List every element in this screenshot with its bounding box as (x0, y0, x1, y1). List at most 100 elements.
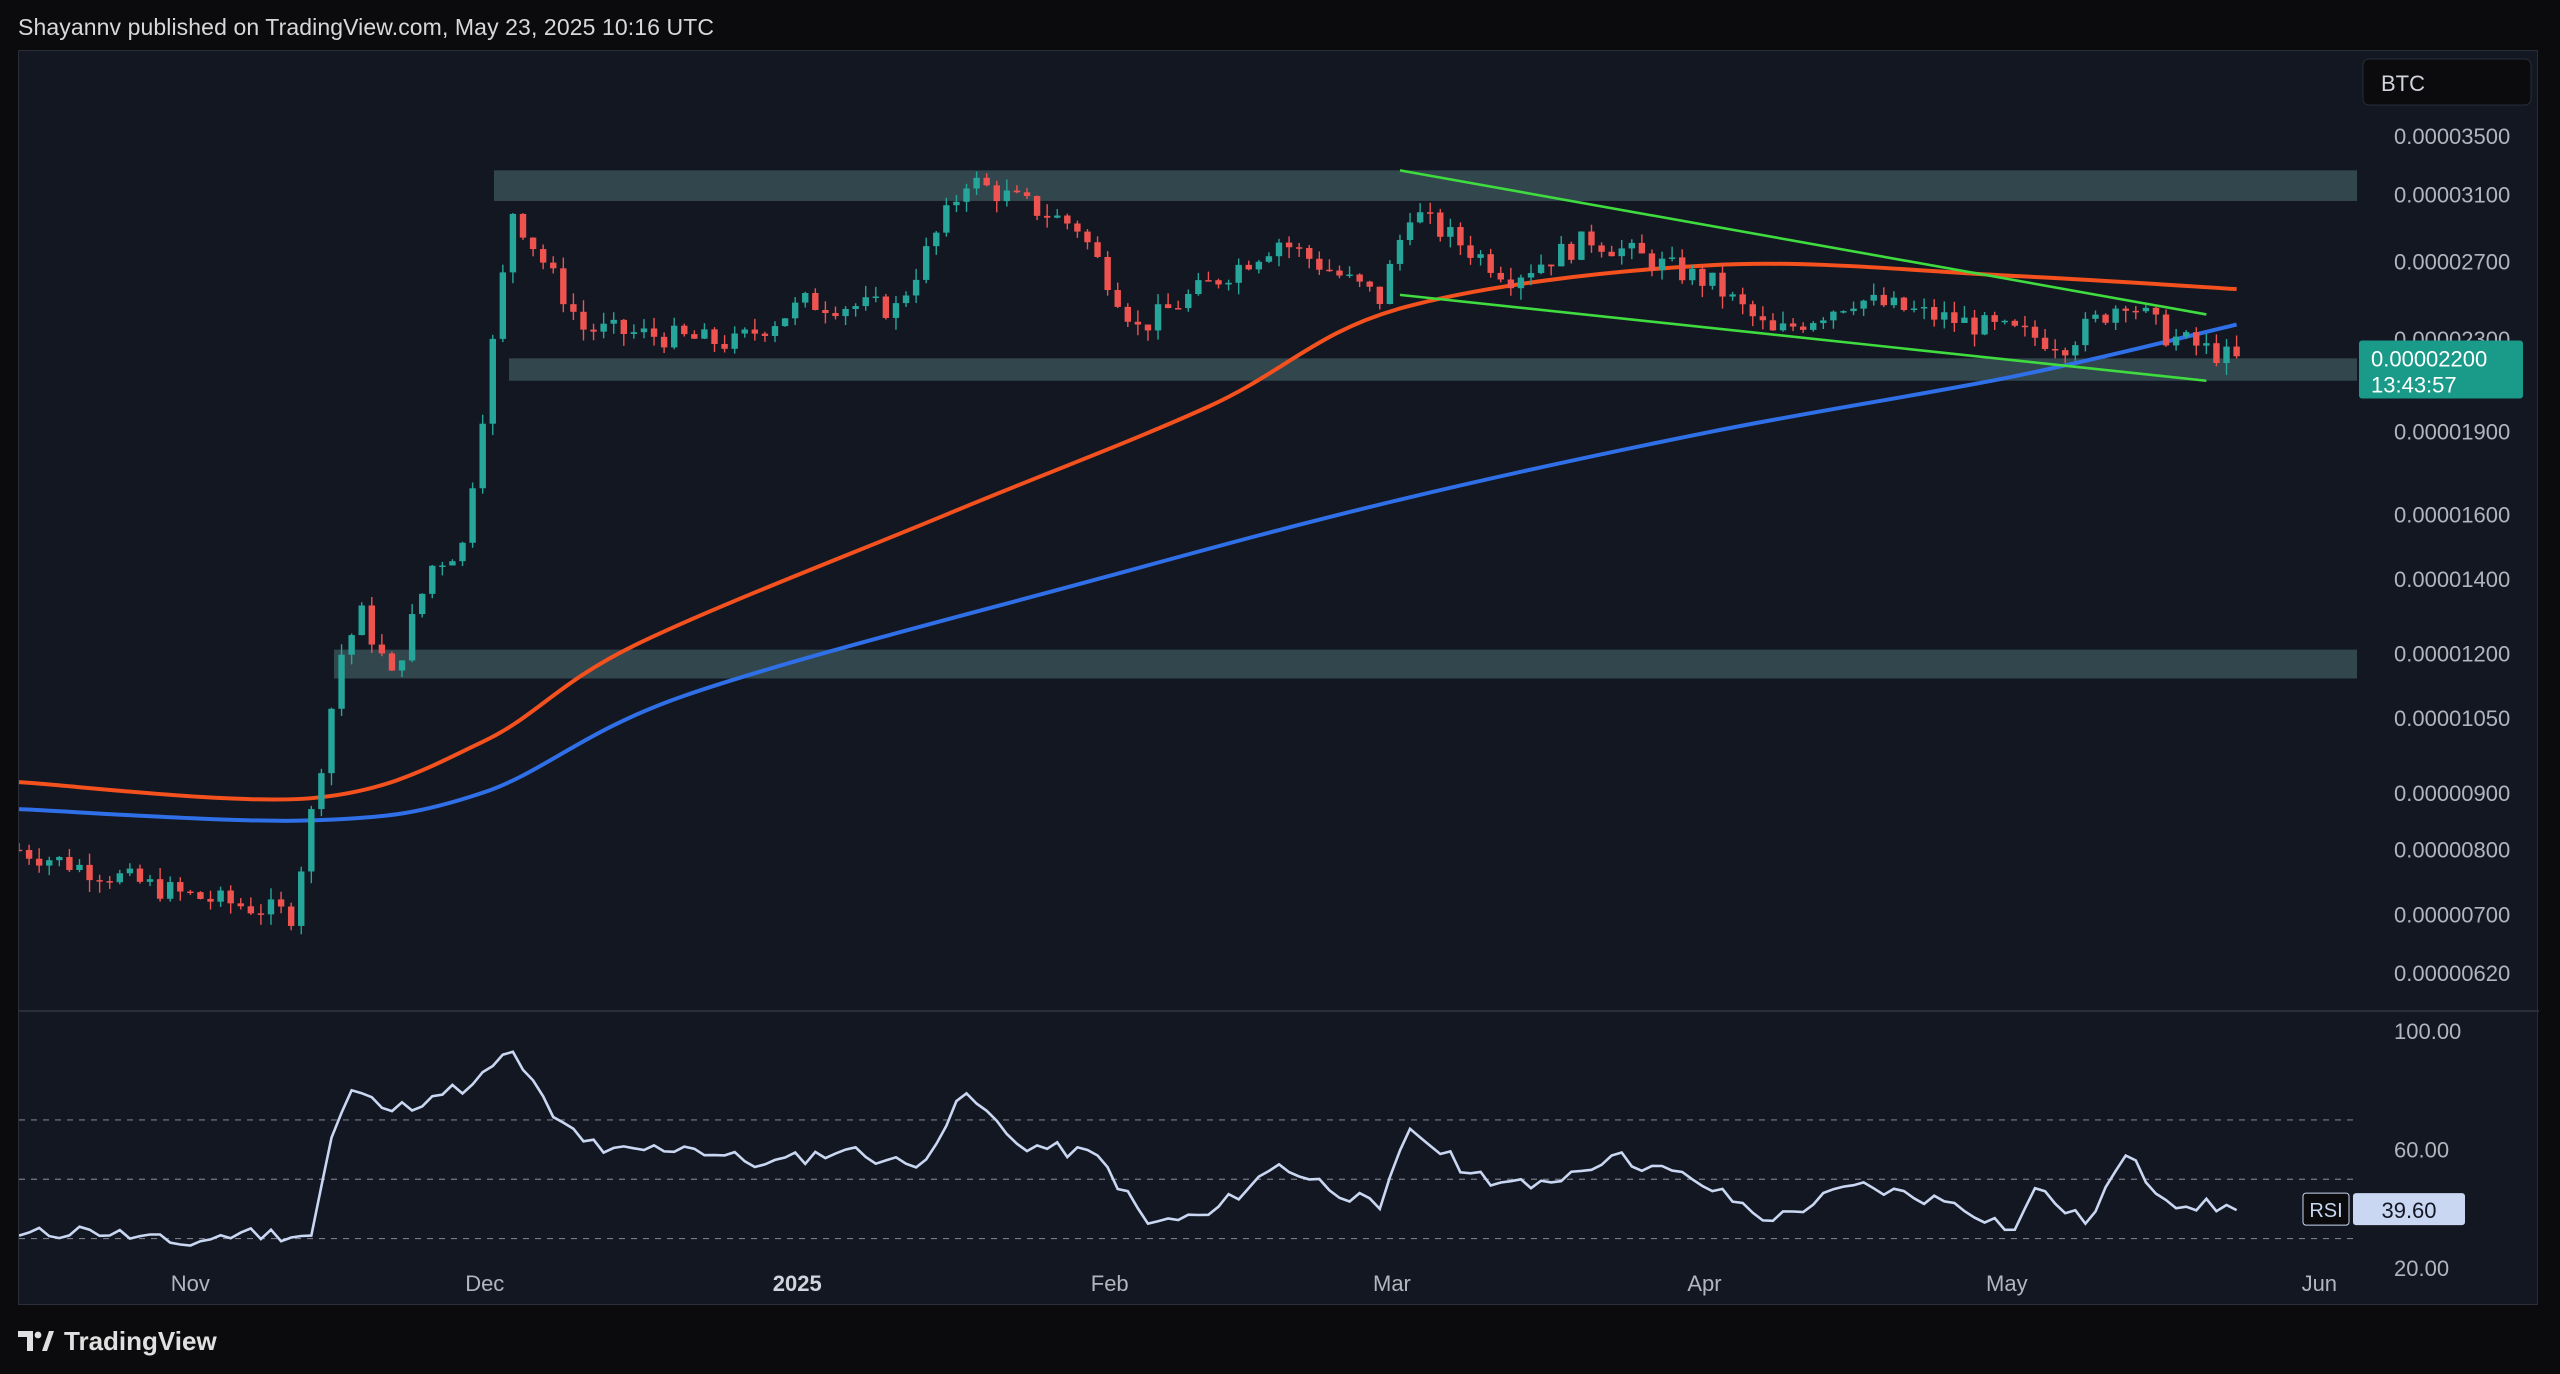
candle (106, 876, 113, 889)
candle-body (1850, 308, 1857, 312)
candle-body (842, 308, 849, 317)
candle (358, 602, 365, 636)
candle-body (1971, 317, 1978, 335)
candle (2122, 305, 2129, 323)
candle-body (1628, 242, 1635, 249)
candle-body (1124, 306, 1131, 322)
candle (862, 285, 869, 311)
candle (1033, 195, 1041, 221)
candle-body (1931, 307, 1938, 320)
candle-body (1598, 245, 1605, 252)
candle (177, 877, 184, 901)
chart-canvas[interactable]: 0.000035000.000031000.000027000.00002300… (19, 51, 2539, 1306)
candle-body (19, 849, 23, 852)
candle-body (439, 565, 446, 567)
candle (1981, 311, 1988, 336)
candle (267, 888, 275, 925)
price-tick-label: 0.00003100 (2394, 183, 2510, 208)
candle (1356, 273, 1363, 288)
symbol-badge[interactable]: BTC (2362, 58, 2532, 106)
candle-body (318, 773, 325, 810)
candle-body (1033, 196, 1041, 216)
chart-frame[interactable]: 0.00003500 0.00003100 0.00002700 0.00002300… (18, 50, 2539, 1306)
candle-body (499, 272, 507, 339)
candle-body (550, 262, 557, 269)
last-price-value: 0.00002200 (2371, 347, 2487, 372)
candle (2072, 341, 2079, 361)
candle-body (2152, 307, 2160, 315)
candle (1487, 248, 1494, 278)
candle (1739, 287, 1746, 315)
candle-body (1689, 268, 1696, 281)
candle (923, 237, 930, 284)
candle (580, 300, 587, 341)
candle-body (479, 423, 486, 489)
candle (1578, 231, 1585, 261)
candle-body (983, 177, 990, 186)
candle-body (1880, 294, 1887, 306)
candle (2162, 309, 2170, 347)
candle-body (731, 333, 738, 349)
candle (76, 859, 83, 873)
candle-body (1699, 268, 1706, 286)
candle (741, 327, 748, 338)
candle-body (76, 864, 83, 871)
candle-body (1830, 311, 1837, 321)
candle-body (1416, 212, 1424, 223)
candle-body (1023, 192, 1031, 197)
candle (1618, 239, 1625, 265)
candle-body (2031, 326, 2039, 338)
candle (600, 312, 607, 339)
rsi-current-value: 39.60 (2381, 1198, 2436, 1223)
candle-body (832, 313, 839, 317)
candle-body (1064, 215, 1071, 224)
candle (1376, 286, 1383, 310)
candle (721, 335, 728, 353)
candle (2062, 347, 2069, 363)
candle-body (1558, 243, 1565, 267)
candle (1144, 324, 1152, 341)
candle (1306, 244, 1313, 269)
candle-body (167, 882, 174, 899)
tradingview-logo-icon (18, 1331, 54, 1351)
candle-body (1215, 280, 1222, 285)
candle (1255, 259, 1263, 274)
candle (459, 541, 466, 567)
candle-body (1376, 286, 1383, 304)
candle (1326, 259, 1333, 272)
candle (1104, 251, 1111, 296)
candle-body (459, 542, 466, 562)
candle (1366, 280, 1373, 292)
candle-body (1719, 272, 1726, 297)
candle-body (560, 268, 567, 305)
candle-body (1547, 264, 1555, 267)
candle (2152, 306, 2160, 325)
candle (993, 180, 1000, 213)
candle-body (358, 605, 365, 636)
candle (872, 286, 879, 303)
rsi-tick-label: 60.00 (2394, 1138, 2449, 1163)
candle-body (1175, 308, 1182, 310)
candle (973, 171, 980, 195)
candle (570, 293, 577, 321)
candle-body (368, 605, 375, 645)
candle-body (106, 881, 113, 883)
candle (1447, 218, 1454, 248)
candle-body (862, 297, 869, 307)
candle-body (2223, 346, 2230, 364)
candle (509, 213, 517, 284)
candle-body (1164, 304, 1172, 309)
zone-2 (509, 358, 2357, 381)
candle-body (298, 871, 305, 926)
candle-body (1920, 307, 1928, 309)
candle (429, 564, 436, 599)
footer-brand[interactable]: TradingView (18, 1325, 217, 1357)
candle (691, 330, 698, 339)
candle-body (781, 318, 789, 327)
rsi-name-box (2302, 1192, 2350, 1226)
candle-body (509, 213, 517, 273)
candle (1910, 300, 1918, 313)
candle-body (2001, 320, 2008, 323)
candle (519, 213, 527, 240)
candle-body (892, 303, 900, 318)
